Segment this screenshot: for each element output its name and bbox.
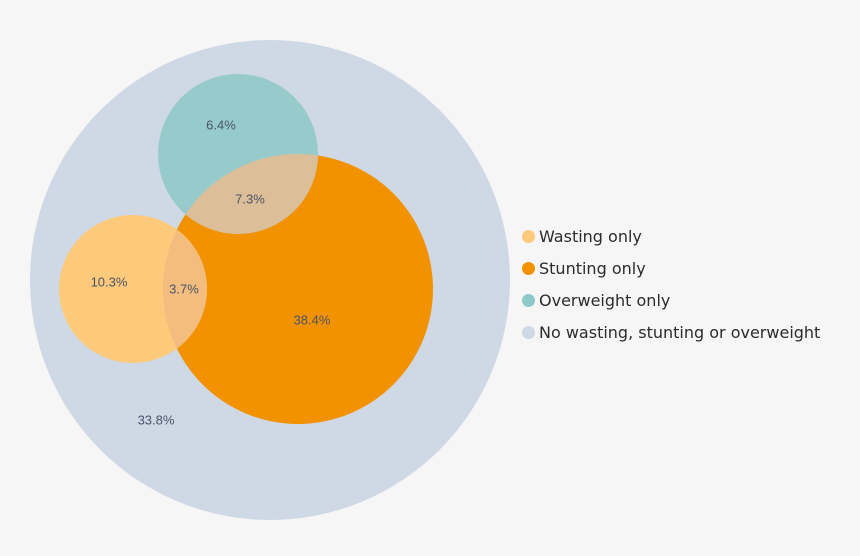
legend-label-wasting: Wasting only [539,226,642,246]
label-stunting-only: 38.4% [294,312,331,327]
legend-swatch-stunting [522,261,535,275]
label-stunting-overweight: 7.3% [235,191,265,206]
legend-swatch-overweight [522,293,535,307]
legend-label-overweight: Overweight only [539,290,671,310]
region-labels: 6.4% 7.3% 10.3% 3.7% 38.4% 33.8% [91,117,331,427]
legend: Wasting only Stunting only Overweight on… [522,220,820,348]
legend-swatch-none [522,325,535,339]
legend-item-stunting[interactable]: Stunting only [522,252,820,284]
label-wasting-stunting: 3.7% [169,281,199,296]
legend-label-none: No wasting, stunting or overweight [539,322,821,342]
legend-swatch-wasting [522,229,535,243]
legend-item-wasting[interactable]: Wasting only [522,220,820,252]
legend-item-none[interactable]: No wasting, stunting or overweight [522,316,820,348]
legend-label-stunting: Stunting only [539,258,646,278]
legend-item-overweight[interactable]: Overweight only [522,284,820,316]
label-overweight-only: 6.4% [206,117,236,132]
label-none: 33.8% [138,412,175,427]
label-wasting-only: 10.3% [91,274,128,289]
overlap-stunting-wasting [163,215,207,363]
